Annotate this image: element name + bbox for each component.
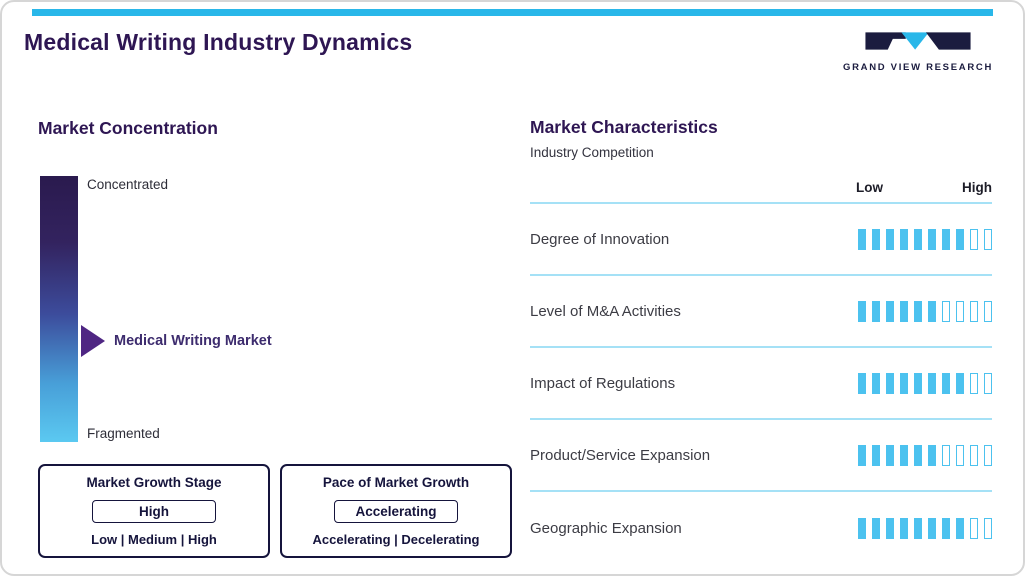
rating-segment-filled (900, 517, 908, 539)
rating-segment-filled (886, 372, 894, 394)
accent-top-bar (32, 9, 993, 16)
rating-segment-filled (928, 444, 936, 466)
rating-segment-filled (872, 228, 880, 250)
market-growth-stage-box: Market Growth Stage High Low | Medium | … (38, 464, 270, 558)
pace-options: Accelerating | Decelerating (312, 532, 480, 547)
rating-segment-filled (858, 517, 866, 539)
rating-segment-filled (928, 372, 936, 394)
characteristic-label: Geographic Expansion (530, 519, 682, 537)
rating-segment-empty (984, 517, 992, 539)
rating-segment-empty (984, 228, 992, 250)
rating-segment-filled (858, 300, 866, 322)
characteristic-row: Degree of Innovation (530, 204, 992, 276)
rating-segment-filled (886, 300, 894, 322)
market-characteristics-heading: Market Characteristics (530, 117, 718, 137)
industry-competition-subheading: Industry Competition (530, 145, 654, 160)
rating-segment-filled (956, 517, 964, 539)
rating-segment-filled (858, 372, 866, 394)
brand-logo-text: GRAND VIEW RESEARCH (843, 62, 994, 73)
characteristic-label: Impact of Regulations (530, 374, 676, 392)
rating-segment-filled (928, 300, 936, 322)
characteristic-row: Impact of Regulations (530, 348, 992, 420)
rating-segment-filled (956, 372, 964, 394)
rating-segment-filled (956, 228, 964, 250)
rating-segment-filled (914, 228, 922, 250)
rating-segment-filled (914, 444, 922, 466)
rating-segment-filled (942, 517, 950, 539)
rating-segment-empty (970, 517, 978, 539)
rating-segment-filled (858, 444, 866, 466)
market-position-label: Medical Writing Market (114, 333, 272, 349)
rating-segments (858, 300, 992, 322)
rating-segment-filled (914, 300, 922, 322)
characteristic-row: Geographic Expansion (530, 492, 992, 564)
rating-segments (858, 444, 992, 466)
rating-segment-filled (872, 372, 880, 394)
concentration-gradient-bar (40, 176, 78, 442)
pace-value: Accelerating (334, 499, 458, 523)
scale-low-label: Low (856, 180, 883, 195)
growth-stage-title: Market Growth Stage (86, 475, 222, 490)
market-position-arrow-icon (81, 325, 105, 357)
rating-segment-filled (928, 228, 936, 250)
rating-segment-empty (942, 444, 950, 466)
rating-segment-empty (942, 300, 950, 322)
market-characteristics-section: Market Characteristics Industry Competit… (530, 117, 992, 564)
rating-segment-empty (970, 444, 978, 466)
rating-segment-filled (900, 228, 908, 250)
rating-segment-filled (900, 372, 908, 394)
brand-logo-mark (865, 32, 971, 50)
scale-high-label: High (962, 180, 992, 195)
rating-segment-empty (984, 444, 992, 466)
rating-segment-filled (900, 300, 908, 322)
rating-segment-filled (886, 517, 894, 539)
characteristic-row: Product/Service Expansion (530, 420, 992, 492)
rating-segment-empty (984, 372, 992, 394)
rating-segment-filled (858, 228, 866, 250)
rating-segment-empty (970, 228, 978, 250)
rating-scale-header: Low High (530, 160, 992, 204)
fragmented-label: Fragmented (87, 426, 160, 441)
rating-segment-empty (956, 300, 964, 322)
pace-title: Pace of Market Growth (322, 475, 470, 490)
rating-segment-filled (872, 444, 880, 466)
rating-segment-filled (872, 300, 880, 322)
characteristic-label: Product/Service Expansion (530, 446, 711, 464)
characteristic-row: Level of M&A Activities (530, 276, 992, 348)
pace-of-growth-box: Pace of Market Growth Accelerating Accel… (280, 464, 512, 558)
rating-segment-filled (886, 444, 894, 466)
rating-segment-filled (886, 228, 894, 250)
brand-logo: GRAND VIEW RESEARCH (843, 28, 993, 73)
rating-segment-empty (970, 372, 978, 394)
characteristic-label: Level of M&A Activities (530, 302, 681, 320)
growth-stage-value: High (92, 499, 216, 523)
rating-segments (858, 372, 992, 394)
market-concentration-heading: Market Concentration (38, 118, 218, 138)
rating-segment-filled (914, 517, 922, 539)
characteristics-rows: Degree of Innovation Level of M&A Activi… (530, 204, 992, 564)
rating-segment-filled (914, 372, 922, 394)
rating-segment-filled (928, 517, 936, 539)
rating-segments (858, 228, 992, 250)
rating-segment-filled (942, 228, 950, 250)
rating-segment-empty (984, 300, 992, 322)
page-title: Medical Writing Industry Dynamics (24, 29, 413, 55)
rating-segments (858, 517, 992, 539)
rating-segment-empty (956, 444, 964, 466)
concentrated-label: Concentrated (87, 177, 169, 192)
rating-segment-filled (900, 444, 908, 466)
growth-stage-options: Low | Medium | High (91, 532, 217, 547)
rating-segment-filled (942, 372, 950, 394)
rating-segment-empty (970, 300, 978, 322)
rating-segment-filled (872, 517, 880, 539)
characteristic-label: Degree of Innovation (530, 230, 670, 248)
